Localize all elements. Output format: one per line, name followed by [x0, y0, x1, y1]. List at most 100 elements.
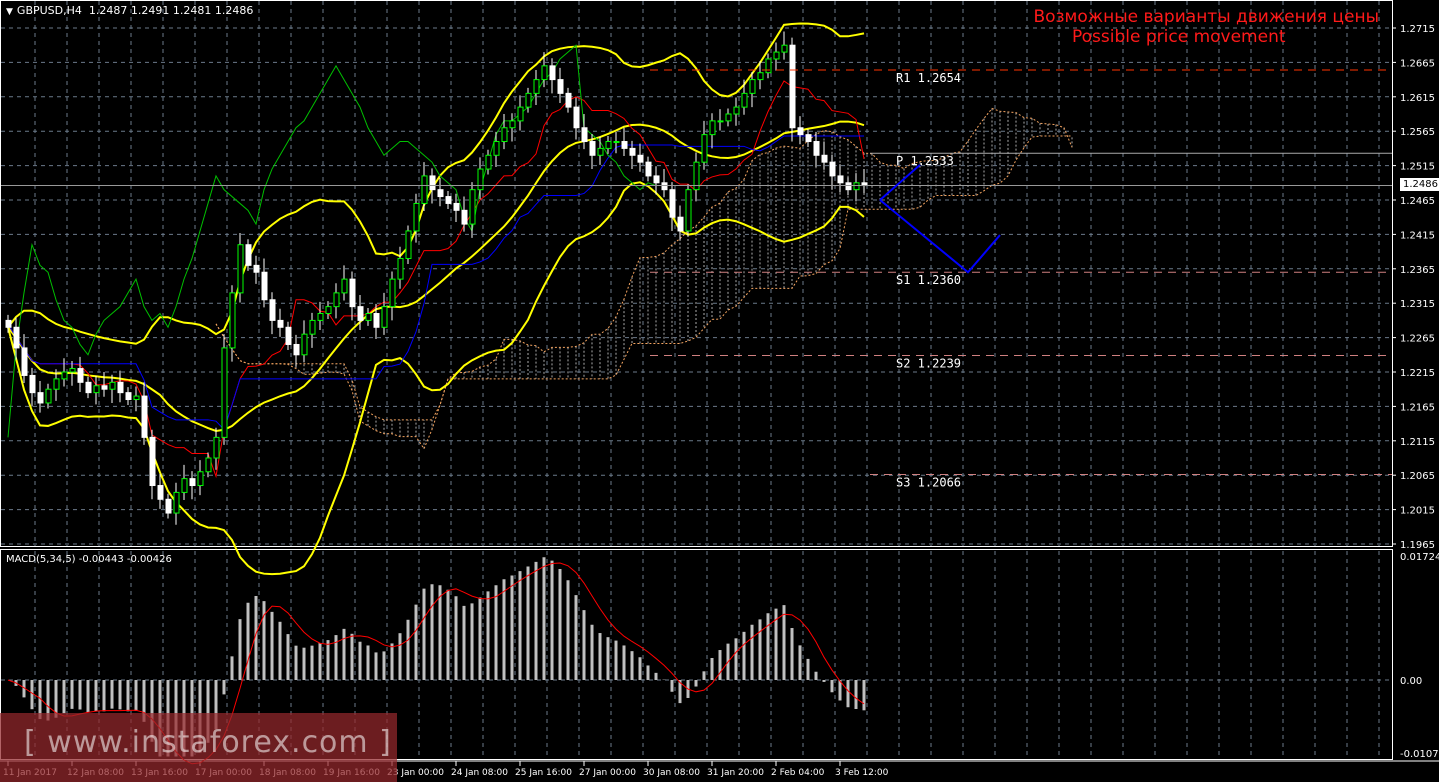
candle-body	[541, 65, 548, 81]
annotation-en: Possible price movement	[1072, 27, 1286, 47]
candle-body	[525, 92, 532, 108]
pivot-label-s1: S1 1.2360	[896, 273, 961, 287]
candle-body	[677, 216, 684, 232]
candle-body	[821, 154, 828, 163]
x-tick-label: 3 Feb 12:00	[835, 768, 889, 778]
pivot-label-p: P 1.2533	[896, 154, 954, 168]
candle-body	[221, 347, 228, 438]
candle-body	[789, 44, 796, 129]
candle-body	[613, 141, 620, 144]
candle-body	[845, 182, 852, 191]
x-tick-label: 25 Jan 16:00	[515, 768, 572, 778]
y-tick-label: 1.2115	[1400, 437, 1435, 448]
macd-tick-label: 0.00	[1400, 676, 1422, 687]
candle-body	[37, 392, 44, 404]
candle-body	[565, 92, 572, 108]
candle-body	[709, 120, 716, 136]
candle-body	[797, 127, 804, 136]
y-tick-label: 1.2165	[1400, 402, 1435, 413]
macd-pane-border	[0, 549, 1393, 760]
candle-body	[717, 120, 724, 123]
dropdown-triangle-icon[interactable]: ▼	[6, 7, 13, 17]
candle-body	[781, 44, 788, 53]
candle-body	[109, 381, 116, 390]
senkou-span-a	[215, 107, 1073, 450]
candle-body	[93, 385, 100, 394]
bollinger-upper	[7, 22, 865, 345]
y-tick-label: 1.2065	[1400, 471, 1435, 482]
candle-body	[837, 175, 844, 184]
candle-body	[205, 457, 212, 473]
y-tick-label: 1.2365	[1400, 265, 1435, 276]
candle-body	[29, 374, 36, 394]
candle-body	[229, 292, 236, 349]
candle-body	[421, 175, 428, 204]
candle-body	[661, 182, 668, 191]
candle-body	[805, 134, 812, 143]
candle-body	[501, 127, 508, 143]
candle-body	[309, 319, 316, 335]
x-tick-label: 31 Jan 20:00	[707, 768, 764, 778]
forecast-path	[879, 199, 1001, 274]
candle-body	[13, 326, 20, 349]
candle-body	[749, 79, 756, 94]
y-tick-label: 1.2615	[1400, 93, 1435, 104]
y-tick-label: 1.2465	[1400, 196, 1435, 207]
candle-body	[165, 498, 172, 514]
candle-body	[693, 161, 700, 191]
forecast-path	[879, 164, 921, 201]
candle-body	[469, 189, 476, 225]
current-price-label: 1.2486	[1400, 178, 1439, 191]
candle-body	[429, 175, 436, 191]
candle-body	[533, 79, 540, 94]
candle-body	[813, 141, 820, 156]
candle-body	[389, 278, 396, 308]
candle-body	[133, 395, 140, 401]
candle-body	[317, 313, 324, 321]
candle-body	[77, 368, 84, 383]
y-tick-label: 1.1965	[1400, 540, 1435, 551]
watermark: [ www.instaforex.com ]	[0, 713, 397, 782]
candle-body	[853, 182, 860, 191]
candle-body	[405, 230, 412, 259]
candle-body	[53, 378, 60, 390]
x-tick-label: 27 Jan 00:00	[579, 768, 636, 778]
candle-body	[621, 141, 628, 149]
main-pane-border	[0, 0, 1393, 547]
candle-body	[61, 371, 68, 380]
x-tick-label: 2 Feb 04:00	[771, 768, 825, 778]
candle-body	[589, 141, 596, 156]
candle-body	[509, 120, 516, 129]
candle-body	[485, 154, 492, 170]
candle-body	[437, 189, 444, 198]
candle-body	[461, 209, 468, 225]
candle-body	[341, 278, 348, 294]
candle-body	[517, 106, 524, 122]
candle-body	[101, 385, 108, 390]
y-tick-label: 1.2315	[1400, 299, 1435, 310]
candle-body	[125, 392, 132, 401]
y-tick-label: 1.2015	[1400, 506, 1435, 517]
candle-body	[325, 306, 332, 315]
candle-body	[213, 436, 220, 459]
tenkan-sen	[7, 80, 865, 479]
candle-body	[157, 485, 164, 500]
candle-body	[357, 306, 364, 321]
y-tick-label: 1.2665	[1400, 58, 1435, 69]
candle-body	[117, 381, 124, 394]
candle-body	[293, 343, 300, 356]
ohlc-readout: 1.2487 1.2491 1.2481 1.2486	[88, 4, 254, 17]
candle-body	[773, 51, 780, 60]
candle-body	[373, 313, 380, 328]
candle-body	[189, 478, 196, 487]
pivot-label-s2: S2 1.2239	[896, 356, 961, 370]
candle-body	[757, 72, 764, 81]
macd-tick-label: -0.01073	[1400, 749, 1439, 760]
candle-body	[413, 202, 420, 232]
symbol-label: GBPUSD,H4	[16, 4, 82, 17]
candle-body	[725, 113, 732, 122]
watermark-text: [ www.instaforex.com ]	[24, 725, 392, 760]
candle-body	[181, 478, 188, 493]
y-tick-label: 1.2215	[1400, 368, 1435, 379]
